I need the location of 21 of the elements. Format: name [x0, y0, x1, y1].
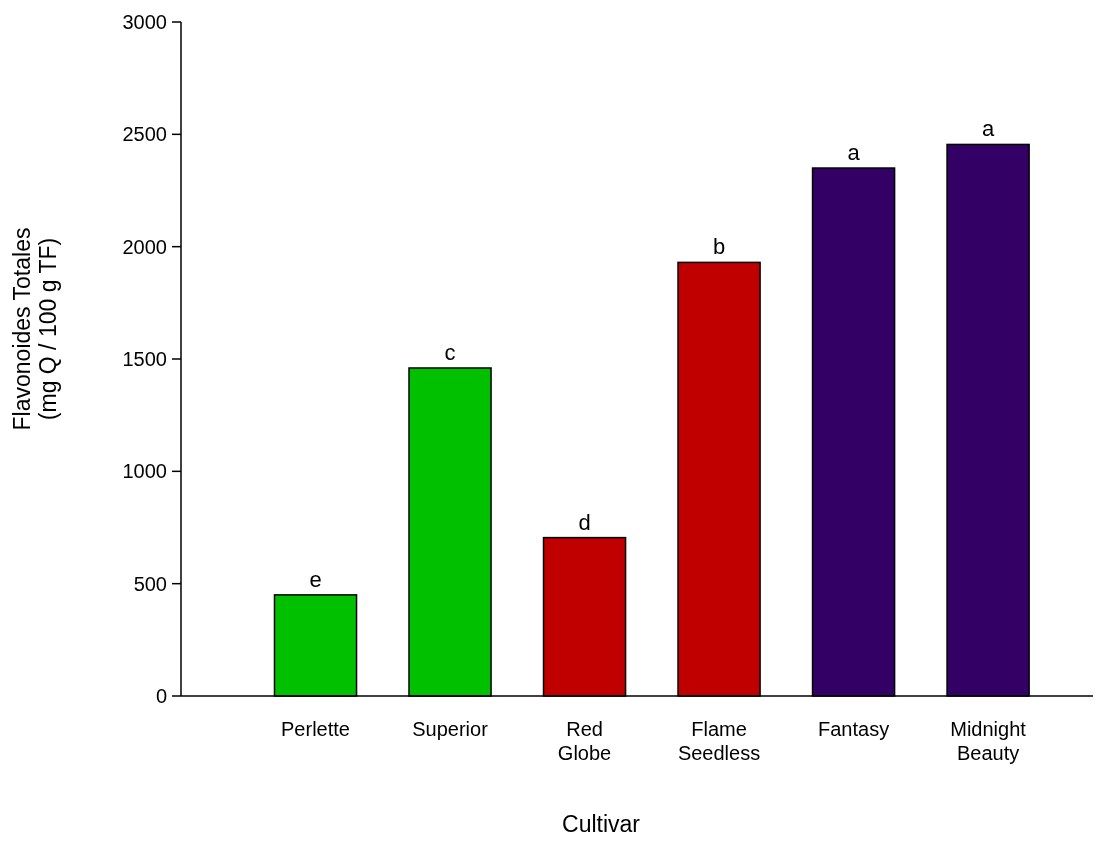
x-tick-label: Midnight Beauty — [950, 718, 1027, 764]
y-axis-title: Flavonoides Totales (mg Q / 100 g TF) — [9, 227, 61, 431]
y-tick-label: 2500 — [122, 123, 167, 146]
y-tick-label: 1500 — [122, 348, 167, 370]
annotation: a — [847, 140, 861, 166]
x-axis-title: Cultivar — [562, 811, 641, 837]
y-tick-label: 3000 — [122, 11, 167, 33]
annotation: d — [578, 509, 591, 535]
x-tick-label: Red Globe — [557, 718, 612, 764]
annotation: a — [981, 116, 995, 142]
y-tick-label: 1000 — [122, 460, 167, 483]
y-tick-label: 0 — [155, 685, 167, 707]
x-tick-label: Perlette — [281, 718, 350, 740]
x-tick-label: Fantasy — [817, 718, 890, 740]
x-tick-label: Flame Seedless — [677, 718, 761, 764]
annotation: e — [309, 566, 322, 592]
annotation: b — [712, 234, 726, 260]
y-tick-label: 500 — [133, 572, 167, 595]
x-tick-label: Superior — [412, 718, 489, 740]
annotation: c — [444, 339, 456, 365]
y-tick-label: 2000 — [122, 235, 167, 258]
